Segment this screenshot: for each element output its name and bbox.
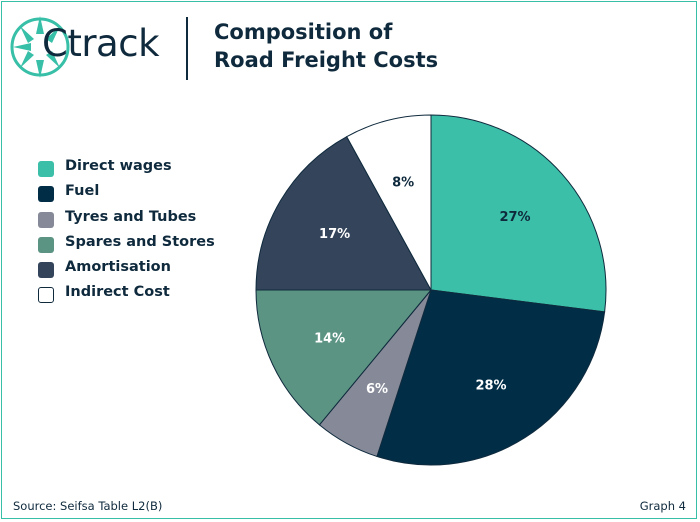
legend-swatch [38,211,54,228]
pie-slice-direct-wages [430,114,607,313]
legend-swatch [38,262,54,279]
source-note: Source: Seifsa Table L2(B) [13,499,163,513]
ctrack-logo: Ctrack [10,12,160,82]
pie-slice-fuel [376,289,606,466]
logo-text: Ctrack [42,22,160,65]
legend-label: Fuel [65,183,100,200]
pie-data-label: 8% [392,176,414,191]
legend-swatch [38,186,54,203]
legend-swatch [38,287,54,304]
pie-data-label: 27% [499,210,530,225]
header-divider [186,17,188,80]
legend-label: Direct wages [65,158,172,174]
pie-data-label: 17% [319,227,350,242]
chart-title: Composition of Road Freight Costs [214,18,514,74]
pie-data-label: 28% [475,379,506,394]
legend-label: Tyres and Tubes [65,208,197,225]
chart-title-line2: Road Freight Costs [214,48,439,72]
compass-logo-icon [10,16,70,78]
legend-label: Amortisation [65,259,171,276]
chart-title-line1: Composition of [214,20,393,44]
pie-data-label: 6% [366,382,388,397]
legend-swatch [38,236,54,253]
legend-label: Indirect Cost [65,284,170,301]
graph-number: Graph 4 [639,499,686,513]
legend-swatch [38,161,54,177]
pie-slice-amortisation [255,135,432,291]
pie-slice-spares-and-stores [255,289,433,426]
pie-data-label: 14% [314,332,345,347]
pie-slice-indirect-cost [346,114,432,291]
legend-label: Spares and Stores [65,233,215,250]
